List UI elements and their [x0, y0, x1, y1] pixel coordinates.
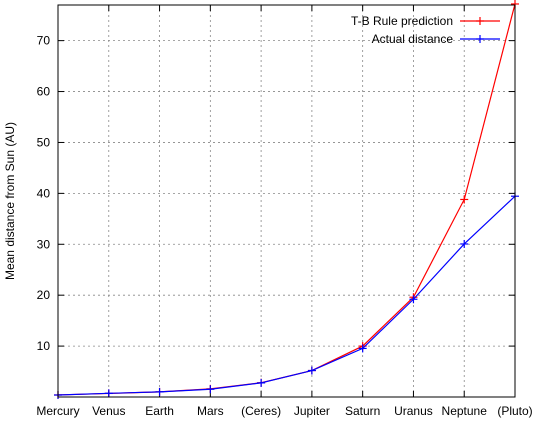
- x-tick-labels: Mercury Venus Earth Mars (Ceres) Jupiter Satur…: [36, 404, 532, 418]
- y-tick-label: 70: [37, 34, 51, 48]
- series-prediction: [54, 0, 519, 399]
- data-point-marker: [409, 295, 418, 304]
- x-tick-label: Mars: [197, 404, 224, 418]
- series-line: [57, 3, 516, 396]
- x-tick-label: Venus: [92, 404, 125, 418]
- legend-item: Actual distance: [372, 32, 500, 46]
- x-tick-label: Neptune: [442, 404, 488, 418]
- series-group: [54, 0, 519, 400]
- data-point-marker: [460, 195, 469, 204]
- axis-ticks: [57, 5, 516, 397]
- data-point-marker: [460, 239, 469, 248]
- legend: T-B Rule prediction Actual distance: [351, 14, 500, 46]
- x-tick-label: Earth: [145, 404, 174, 418]
- data-point-marker: [358, 344, 367, 353]
- data-point-marker: [104, 389, 113, 398]
- legend-item: T-B Rule prediction: [351, 14, 500, 28]
- y-tick-label: 30: [37, 237, 51, 251]
- legend-label: T-B Rule prediction: [351, 14, 453, 28]
- y-tick-label: 10: [37, 339, 51, 353]
- legend-label: Actual distance: [372, 32, 454, 46]
- x-tick-label: (Pluto): [497, 404, 532, 418]
- y-tick-label: 20: [37, 288, 51, 302]
- plot-border: [57, 4, 516, 398]
- data-point-marker: [155, 387, 164, 396]
- grid-lines: [58, 5, 515, 397]
- x-tick-label: (Ceres): [241, 404, 281, 418]
- x-tick-label: Jupiter: [294, 404, 330, 418]
- series-actual: [54, 192, 519, 400]
- y-tick-labels: 10 20 30 40 50 60 70: [37, 34, 51, 353]
- x-tick-label: Mercury: [36, 404, 79, 418]
- series-line: [57, 195, 516, 396]
- y-tick-label: 60: [37, 85, 51, 99]
- data-point-marker: [307, 366, 316, 375]
- data-point-marker: [257, 378, 266, 387]
- y-tick-label: 50: [37, 135, 51, 149]
- x-tick-label: Uranus: [394, 404, 433, 418]
- data-point-marker: [206, 385, 215, 394]
- y-tick-label: 40: [37, 186, 51, 200]
- y-axis-label: Mean distance from Sun (AU): [3, 122, 17, 280]
- x-tick-label: Saturn: [345, 404, 380, 418]
